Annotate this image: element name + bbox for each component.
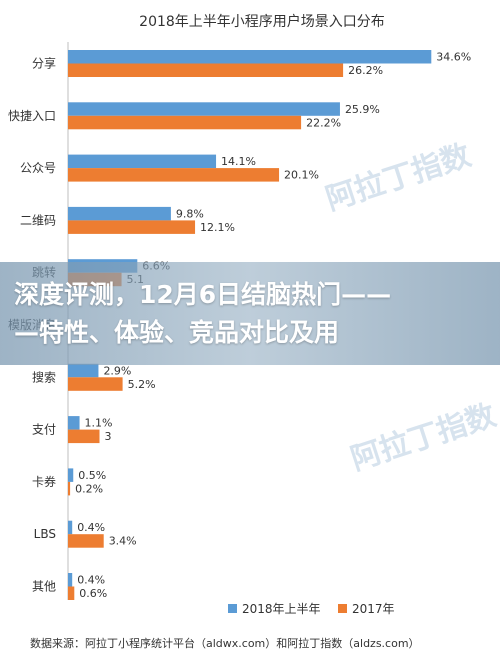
data-label: 5.2% — [128, 378, 156, 391]
data-label: 0.6% — [79, 587, 107, 600]
bar — [68, 520, 73, 535]
data-label: 0.4% — [77, 521, 105, 534]
data-label: 1.1% — [85, 417, 113, 430]
bar — [68, 534, 104, 548]
category-label: 卡券 — [32, 474, 56, 489]
category-label: 支付 — [32, 423, 56, 437]
data-label: 3 — [105, 430, 112, 443]
category-label: 快捷入口 — [8, 109, 56, 123]
bar — [68, 168, 280, 182]
data-label: 25.9% — [345, 103, 380, 116]
data-label: 9.8% — [176, 207, 204, 220]
watermark: 阿拉丁指数 — [322, 138, 476, 218]
category-label: 公众号 — [20, 161, 56, 175]
legend-swatch — [228, 604, 237, 613]
bar — [68, 586, 75, 600]
bar — [68, 50, 432, 64]
category-label: 搜索 — [32, 369, 56, 384]
data-label: 34.6% — [436, 51, 471, 64]
bar — [68, 102, 340, 116]
bar — [68, 363, 99, 378]
legend: 2018年上半年 2017年 — [228, 602, 395, 616]
data-label: 26.2% — [348, 64, 383, 77]
data-label: 0.2% — [75, 482, 103, 495]
chart-title: 2018年上半年小程序用户场景入口分布 — [139, 13, 385, 30]
watermark: 阿拉丁指数 — [347, 398, 500, 478]
bar — [68, 63, 344, 77]
headline-line-2: —特性、体验、竞品对比及用 — [14, 318, 340, 347]
legend-label: 2018年上半年 — [242, 602, 321, 616]
bar — [68, 377, 123, 391]
headline-line-1: 深度评测，12月6日结脑热门—— — [14, 280, 392, 309]
bar — [68, 416, 80, 430]
data-source-note: 数据来源：阿拉丁小程序统计平台（aldwx.com）和阿拉丁指数（aldzs.c… — [30, 637, 420, 650]
bar — [68, 468, 74, 482]
category-label: 二维码 — [20, 213, 56, 227]
data-label: 0.5% — [78, 469, 106, 482]
headline-overlay: 深度评测，12月6日结脑热门—— —特性、体验、竞品对比及用 — [0, 262, 500, 365]
legend-swatch — [338, 604, 347, 613]
bar — [68, 154, 217, 169]
bar — [68, 481, 71, 496]
bar — [68, 220, 196, 234]
bar — [68, 573, 73, 587]
bar — [68, 115, 302, 130]
data-label: 14.1% — [221, 155, 256, 168]
bar — [68, 429, 100, 444]
data-label: 2.9% — [103, 364, 131, 377]
bar — [68, 206, 171, 221]
category-label: LBS — [34, 527, 56, 541]
data-label: 22.2% — [306, 116, 341, 129]
category-label: 分享 — [32, 56, 56, 71]
legend-label: 2017年 — [352, 602, 395, 616]
category-label: 其他 — [32, 580, 56, 594]
data-label: 0.4% — [77, 574, 105, 587]
data-label: 20.1% — [284, 169, 319, 182]
data-label: 12.1% — [200, 221, 235, 234]
data-label: 3.4% — [109, 535, 137, 548]
